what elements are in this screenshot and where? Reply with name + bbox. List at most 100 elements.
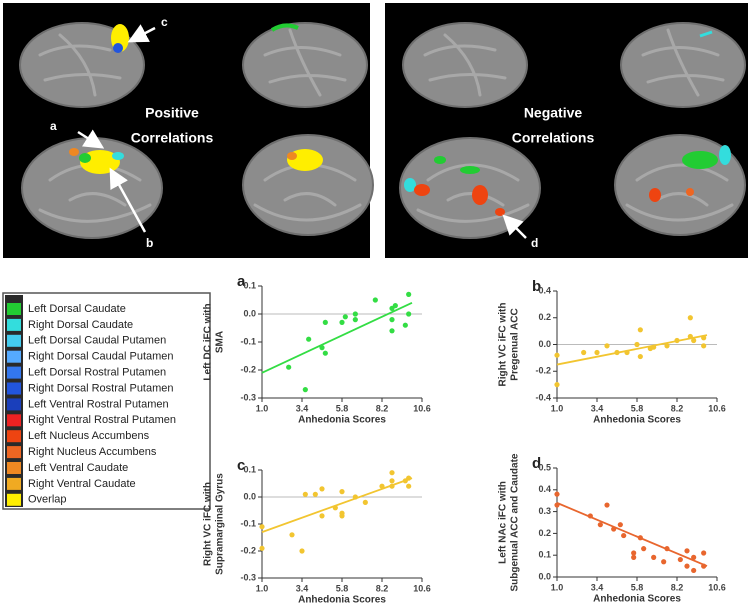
data-point: [701, 550, 707, 556]
brain-panel-positive: Positive Correlations a b c: [3, 3, 374, 258]
y-tick-label: -0.3: [240, 392, 256, 402]
data-point: [372, 297, 378, 303]
data-point: [587, 513, 593, 519]
data-point: [362, 499, 368, 505]
y-tick-label: 0.2: [538, 528, 551, 538]
data-point: [581, 349, 587, 356]
legend-swatch: [7, 398, 21, 411]
y-axis-title: Right VC iFC with: [498, 303, 509, 387]
data-point: [611, 526, 617, 532]
legend-label: Left Nucleus Accumbens: [28, 430, 150, 442]
y-tick-label: -0.1: [240, 518, 256, 528]
data-point: [677, 556, 683, 563]
y-tick-label: 0.1: [538, 550, 551, 560]
legend-swatch: [7, 430, 21, 443]
data-point: [664, 546, 670, 552]
legend-label: Right Dorsal Caudate: [28, 319, 133, 331]
callout: a: [50, 119, 57, 133]
x-tick-label: 5.8: [336, 403, 349, 413]
x-axis-title: Anhedonia Scores: [593, 415, 681, 426]
legend-label: Overlap: [28, 494, 67, 506]
data-point: [701, 335, 707, 341]
data-point: [406, 291, 412, 297]
x-tick-label: 3.4: [296, 403, 309, 413]
x-tick-label: 1.0: [256, 403, 269, 413]
legend-swatch: [7, 350, 21, 363]
x-tick-label: 10.6: [413, 403, 431, 413]
data-point: [319, 345, 325, 351]
x-axis-title: Anhedonia Scores: [298, 595, 386, 603]
data-point: [691, 554, 697, 560]
x-tick-label: 1.0: [551, 403, 564, 413]
panel-letter: c: [237, 457, 245, 474]
legend-swatch: [7, 303, 21, 315]
data-point: [352, 317, 358, 323]
data-point: [701, 563, 707, 569]
x-tick-label: 5.8: [631, 582, 644, 592]
legend-swatch: [7, 382, 21, 395]
data-point: [352, 311, 358, 317]
data-point: [661, 559, 667, 565]
trend-line: [556, 502, 708, 567]
y-axis-title: Subgenual ACC and Caudate: [510, 453, 521, 591]
y-axis-title: SMA: [215, 331, 226, 353]
data-point: [614, 349, 620, 356]
data-point: [389, 483, 395, 489]
data-point: [406, 311, 412, 317]
panel-label: Negative: [524, 105, 583, 121]
y-tick-label: -0.2: [535, 366, 551, 376]
data-point: [392, 303, 398, 309]
panel-letter: d: [532, 455, 541, 472]
y-axis-title: Left DC iFC with: [203, 303, 214, 380]
data-point: [597, 522, 603, 528]
legend-label: Right Nucleus Accumbens: [28, 446, 157, 458]
legend-swatch: [7, 318, 21, 331]
data-point: [319, 486, 325, 492]
y-axis-title: Supramarginal Gyrus: [215, 473, 226, 575]
x-tick-label: 1.0: [551, 582, 564, 592]
data-point: [637, 327, 643, 333]
data-point: [339, 513, 345, 519]
data-point: [554, 491, 560, 497]
y-tick-label: 0.4: [538, 285, 551, 295]
data-point: [684, 548, 690, 554]
data-point: [624, 349, 630, 356]
data-point: [634, 341, 640, 348]
data-point: [674, 337, 680, 344]
data-point: [617, 522, 623, 528]
x-tick-label: 3.4: [591, 403, 604, 413]
legend-label: Left Dorsal Caudate: [28, 303, 126, 315]
data-point: [339, 489, 345, 495]
legend-swatch: [7, 366, 21, 379]
data-point: [342, 314, 348, 320]
data-point: [389, 317, 395, 323]
legend-swatch: [7, 334, 21, 347]
legend-label: Right Ventral Caudate: [28, 478, 136, 490]
data-point: [664, 343, 670, 349]
data-point: [379, 483, 385, 489]
y-tick-label: 0.0: [538, 339, 551, 349]
data-point: [302, 491, 308, 497]
y-tick-label: 0.0: [243, 308, 256, 318]
x-tick-label: 3.4: [296, 583, 309, 593]
data-point: [691, 567, 697, 574]
data-point: [687, 333, 693, 340]
legend-label: Left Ventral Caudate: [28, 462, 128, 474]
data-point: [651, 344, 657, 350]
y-tick-label: -0.2: [240, 545, 256, 555]
legend-label: Left Dorsal Caudal Putamen: [28, 335, 166, 347]
x-tick-label: 5.8: [336, 583, 349, 593]
data-point: [687, 315, 693, 321]
y-axis-title: Left NAc iFC with: [498, 481, 509, 564]
data-point: [641, 546, 647, 552]
data-point: [651, 554, 657, 560]
y-tick-label: -0.2: [240, 364, 256, 374]
data-point: [406, 483, 412, 489]
x-axis-title: Anhedonia Scores: [298, 415, 386, 426]
data-point: [554, 382, 560, 388]
data-point: [299, 548, 305, 554]
x-tick-label: 10.6: [413, 583, 431, 593]
data-point: [259, 524, 265, 530]
data-point: [554, 502, 560, 508]
